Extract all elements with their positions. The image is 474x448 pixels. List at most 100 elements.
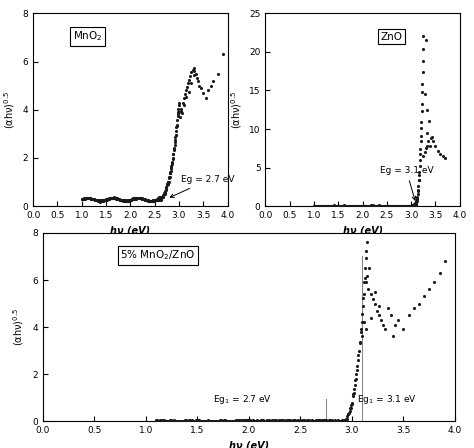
Point: [113, 195, 120, 202]
Point: [130, 195, 138, 202]
Point: [345, 411, 352, 418]
Point: [418, 107, 425, 114]
Point: [361, 275, 369, 282]
Point: [105, 195, 112, 202]
Point: [150, 197, 157, 204]
Point: [388, 202, 395, 209]
Point: [164, 181, 172, 188]
Point: [164, 181, 172, 188]
Point: [214, 418, 221, 425]
Point: [170, 146, 178, 153]
Point: [316, 202, 324, 210]
Point: [160, 418, 167, 425]
Point: [259, 417, 266, 424]
Point: [154, 196, 161, 203]
Point: [157, 195, 164, 202]
Point: [82, 195, 89, 202]
Point: [200, 89, 207, 96]
Point: [427, 135, 434, 142]
Point: [417, 132, 425, 139]
X-axis label: hν (eV): hν (eV): [229, 440, 269, 448]
Point: [417, 145, 424, 152]
Point: [419, 69, 427, 76]
Point: [418, 100, 426, 107]
Point: [355, 352, 362, 359]
Point: [152, 417, 160, 424]
Point: [365, 265, 373, 272]
Point: [165, 174, 173, 181]
Point: [363, 247, 370, 254]
Point: [178, 108, 185, 115]
Point: [153, 196, 161, 203]
Point: [411, 201, 419, 208]
Point: [162, 418, 169, 425]
Point: [339, 202, 346, 209]
Point: [132, 195, 139, 202]
Point: [388, 202, 396, 209]
Point: [186, 417, 193, 424]
Point: [133, 194, 141, 202]
Point: [199, 418, 207, 425]
Point: [193, 75, 201, 82]
Point: [323, 202, 330, 209]
Point: [138, 195, 146, 202]
Point: [160, 190, 167, 197]
Point: [154, 197, 162, 204]
Point: [338, 418, 346, 426]
Point: [125, 197, 132, 204]
Point: [255, 417, 263, 424]
Point: [108, 195, 116, 202]
Point: [365, 202, 373, 209]
Point: [389, 202, 396, 209]
Point: [432, 142, 439, 150]
Point: [415, 183, 422, 190]
Point: [155, 194, 163, 201]
Point: [242, 417, 249, 424]
Point: [99, 197, 106, 204]
Point: [194, 417, 202, 424]
Point: [342, 417, 349, 424]
Point: [325, 202, 332, 210]
Point: [416, 168, 423, 176]
Point: [415, 300, 423, 307]
Point: [416, 151, 424, 158]
Point: [264, 418, 272, 425]
Point: [173, 123, 180, 130]
Point: [224, 417, 232, 424]
Point: [341, 202, 348, 209]
Point: [320, 202, 328, 210]
Point: [362, 202, 370, 210]
Point: [352, 202, 360, 210]
Point: [349, 391, 357, 398]
Point: [404, 202, 412, 210]
Point: [141, 196, 149, 203]
Point: [394, 316, 402, 323]
Point: [193, 417, 201, 424]
Point: [162, 186, 169, 194]
Point: [335, 202, 343, 209]
Point: [378, 202, 386, 209]
Point: [400, 202, 407, 210]
Point: [373, 307, 381, 314]
Point: [419, 152, 427, 159]
Point: [350, 385, 358, 392]
Point: [414, 193, 421, 200]
Point: [112, 194, 119, 202]
Point: [362, 255, 370, 262]
Point: [351, 202, 358, 210]
Point: [147, 197, 155, 204]
Point: [417, 124, 425, 131]
Point: [83, 195, 91, 202]
Point: [414, 190, 421, 198]
Point: [144, 197, 151, 204]
Point: [233, 417, 241, 424]
Point: [379, 202, 386, 210]
Point: [177, 105, 185, 112]
Point: [140, 196, 147, 203]
Point: [213, 418, 220, 425]
Point: [294, 417, 301, 424]
Point: [238, 417, 246, 424]
Point: [272, 417, 279, 424]
Point: [106, 195, 113, 202]
Point: [196, 82, 203, 89]
